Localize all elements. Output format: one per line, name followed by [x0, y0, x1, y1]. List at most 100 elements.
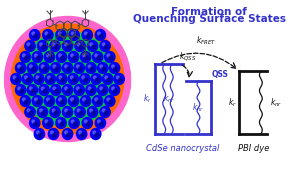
Circle shape: [97, 56, 100, 60]
Circle shape: [30, 87, 32, 90]
Circle shape: [67, 67, 70, 71]
Circle shape: [47, 98, 49, 101]
Circle shape: [86, 34, 90, 38]
Circle shape: [24, 100, 28, 104]
Circle shape: [62, 84, 73, 95]
Circle shape: [109, 63, 119, 74]
Circle shape: [13, 76, 16, 79]
Circle shape: [59, 54, 61, 57]
Circle shape: [32, 51, 43, 63]
Circle shape: [84, 32, 87, 35]
Text: $k_{FRET}$: $k_{FRET}$: [196, 35, 217, 47]
Circle shape: [25, 106, 35, 118]
Text: QSS: QSS: [212, 70, 229, 79]
Circle shape: [34, 129, 45, 139]
Circle shape: [81, 133, 84, 137]
Circle shape: [56, 51, 67, 63]
Circle shape: [77, 129, 87, 139]
Circle shape: [86, 122, 90, 126]
Circle shape: [37, 106, 48, 118]
Circle shape: [93, 131, 96, 134]
Circle shape: [91, 129, 101, 139]
Circle shape: [48, 76, 50, 79]
Circle shape: [82, 118, 92, 129]
Circle shape: [20, 51, 30, 63]
Text: $k_{QSS}$: $k_{QSS}$: [179, 51, 196, 63]
Circle shape: [40, 43, 43, 46]
Circle shape: [80, 95, 91, 106]
Circle shape: [86, 84, 96, 95]
Circle shape: [74, 84, 84, 95]
Circle shape: [65, 43, 68, 46]
Circle shape: [27, 109, 30, 112]
Circle shape: [71, 120, 74, 123]
Circle shape: [87, 40, 98, 51]
Circle shape: [60, 122, 64, 126]
Circle shape: [32, 32, 35, 35]
Circle shape: [90, 109, 93, 112]
Circle shape: [105, 76, 108, 79]
Circle shape: [45, 32, 48, 35]
Text: CdSe nanocrystal: CdSe nanocrystal: [146, 144, 220, 153]
Circle shape: [15, 84, 26, 95]
Circle shape: [83, 54, 86, 57]
Circle shape: [20, 89, 24, 93]
Circle shape: [27, 43, 30, 46]
Circle shape: [65, 87, 68, 90]
Circle shape: [118, 78, 122, 82]
Circle shape: [30, 29, 40, 40]
Circle shape: [100, 87, 103, 90]
Text: $k_{nr}$: $k_{nr}$: [270, 96, 283, 109]
Circle shape: [65, 131, 68, 134]
Circle shape: [95, 54, 98, 57]
Circle shape: [114, 74, 124, 84]
Text: $k_{nr}$: $k_{nr}$: [163, 93, 175, 105]
Circle shape: [73, 100, 76, 104]
Circle shape: [87, 106, 98, 118]
Circle shape: [69, 29, 79, 40]
Circle shape: [82, 29, 92, 40]
Circle shape: [107, 78, 111, 82]
Text: $k_r$: $k_r$: [143, 93, 152, 105]
Circle shape: [68, 74, 78, 84]
Circle shape: [83, 98, 86, 101]
Circle shape: [43, 29, 53, 40]
Circle shape: [58, 32, 61, 35]
Circle shape: [35, 98, 38, 101]
Circle shape: [85, 56, 89, 60]
Circle shape: [90, 43, 93, 46]
Circle shape: [80, 74, 90, 84]
Circle shape: [114, 67, 117, 71]
Circle shape: [92, 45, 95, 49]
Circle shape: [57, 74, 67, 84]
Circle shape: [91, 74, 101, 84]
Circle shape: [100, 65, 103, 68]
Circle shape: [51, 63, 61, 74]
Circle shape: [18, 87, 21, 90]
Circle shape: [71, 32, 74, 35]
Circle shape: [109, 84, 119, 95]
Circle shape: [23, 98, 25, 101]
Circle shape: [25, 40, 35, 51]
Circle shape: [105, 95, 115, 106]
Circle shape: [74, 63, 84, 74]
Circle shape: [53, 87, 56, 90]
Circle shape: [95, 118, 105, 129]
Circle shape: [102, 43, 105, 46]
Circle shape: [71, 54, 74, 57]
Text: PBI dye: PBI dye: [238, 144, 269, 153]
Circle shape: [95, 78, 99, 82]
Circle shape: [50, 106, 60, 118]
Circle shape: [24, 56, 28, 60]
Circle shape: [105, 51, 115, 63]
Circle shape: [84, 78, 88, 82]
Circle shape: [73, 34, 77, 38]
Circle shape: [59, 98, 61, 101]
Circle shape: [86, 63, 96, 74]
Circle shape: [112, 65, 114, 68]
Circle shape: [47, 54, 49, 57]
Circle shape: [56, 29, 66, 40]
Circle shape: [112, 87, 114, 90]
Circle shape: [52, 43, 55, 46]
Circle shape: [38, 78, 42, 82]
